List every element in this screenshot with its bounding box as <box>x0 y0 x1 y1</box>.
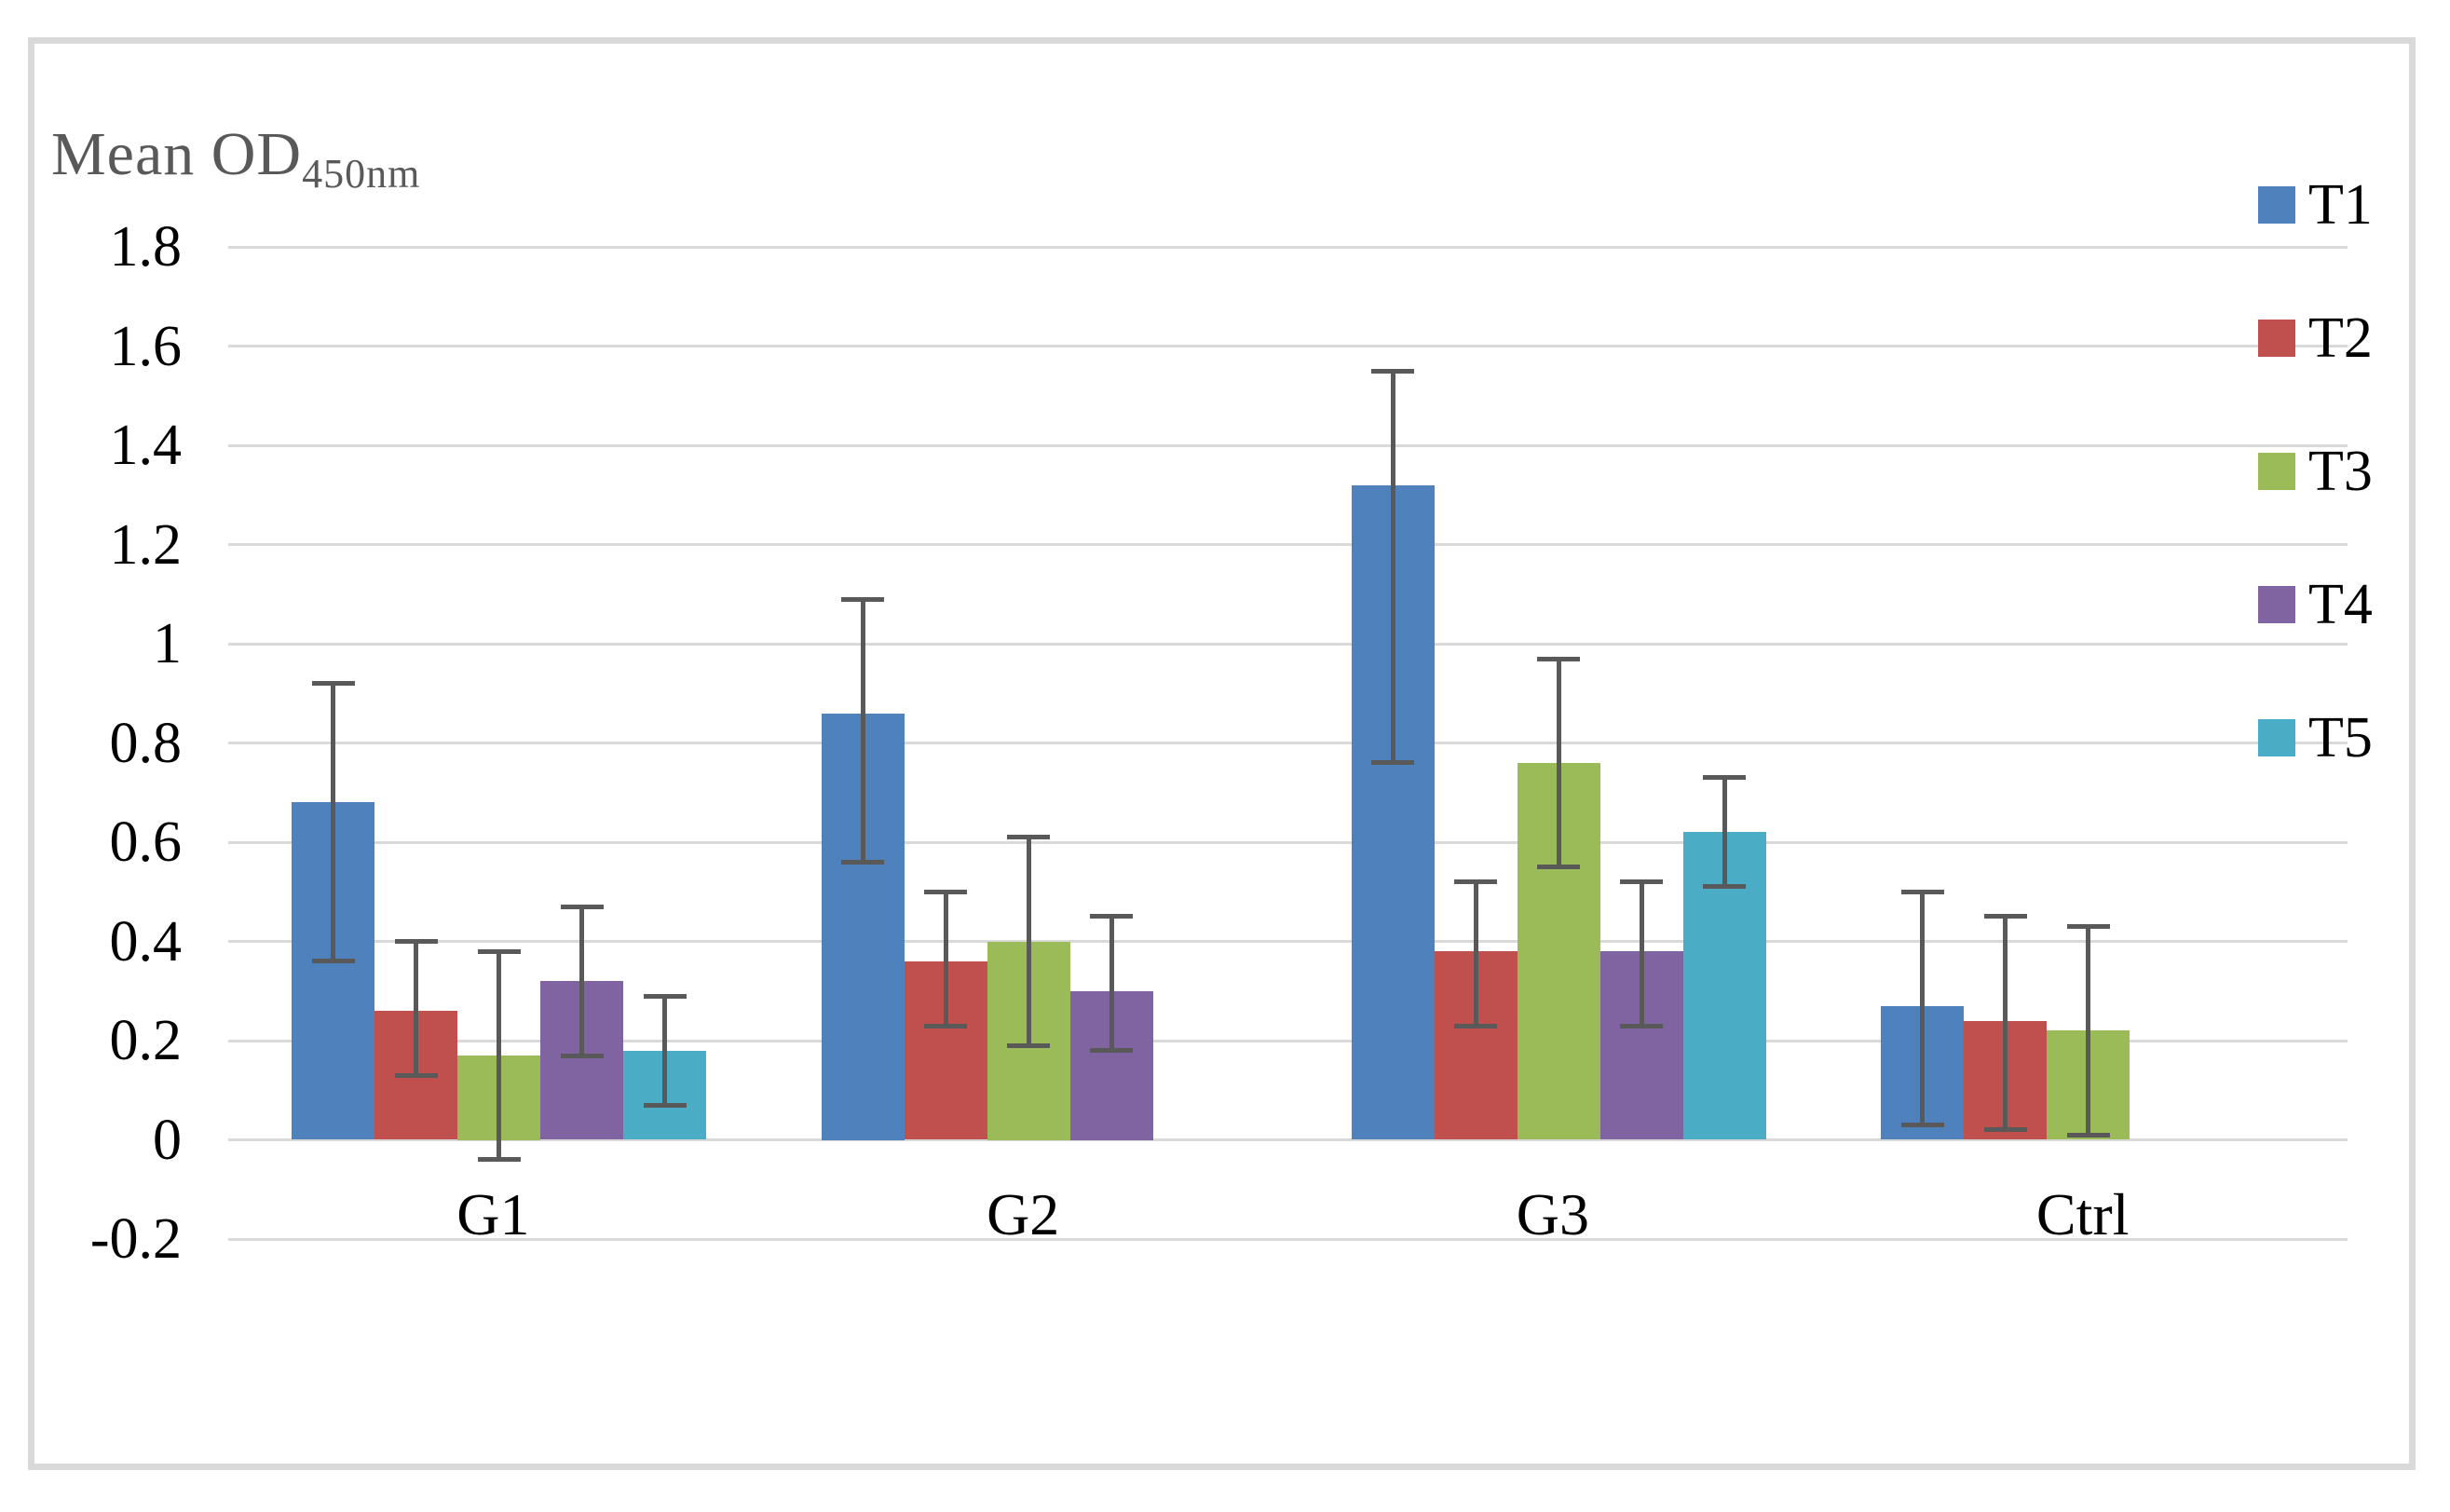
gridline <box>228 642 2348 646</box>
title-text: Mean OD <box>51 120 303 188</box>
y-tick-label: 0.8 <box>109 711 183 775</box>
error-bar-line <box>497 951 501 1160</box>
error-bar-cap-bottom <box>477 1157 521 1163</box>
error-bar-cap-top <box>841 596 885 602</box>
error-bar-cap-bottom <box>560 1053 604 1058</box>
y-tick-label: 0.4 <box>109 909 183 974</box>
y-tick-label: 0.2 <box>109 1009 183 1072</box>
error-bar-cap-top <box>1454 879 1497 885</box>
gridline <box>228 1039 2348 1042</box>
chart-title: Mean OD450nm <box>51 119 420 198</box>
x-category-label-G3: G3 <box>1516 1181 1589 1247</box>
error-bar-line <box>2003 916 2008 1130</box>
error-bar-cap-top <box>477 948 521 954</box>
error-bar-cap-bottom <box>1620 1023 1663 1028</box>
error-bar-cap-bottom <box>1454 1023 1497 1028</box>
error-bar-cap-top <box>1703 775 1746 781</box>
y-tick-label: 1.6 <box>109 314 183 378</box>
chart-frame <box>28 37 2416 1470</box>
error-bar-cap-top <box>1620 879 1663 885</box>
y-tick-label: 1.4 <box>109 414 183 477</box>
y-tick-label: 1.8 <box>109 215 183 279</box>
gridline <box>228 245 2348 249</box>
legend-swatch-T3 <box>2258 453 2295 490</box>
y-tick-label: 0.6 <box>109 810 183 874</box>
error-bar-line <box>662 996 667 1106</box>
error-bar-line <box>860 599 865 863</box>
gridline <box>228 1237 2348 1241</box>
error-bar-cap-bottom <box>311 959 355 964</box>
error-bar-cap-top <box>1983 914 2027 919</box>
legend-swatch-T5 <box>2258 719 2295 756</box>
error-bar-cap-bottom <box>1900 1123 1944 1127</box>
error-bar-cap-top <box>924 889 968 894</box>
error-bar-line <box>1026 837 1031 1046</box>
error-bar-cap-bottom <box>1983 1127 2027 1133</box>
legend-label-T5: T5 <box>2308 706 2373 770</box>
legend-swatch-T2 <box>2258 320 2295 357</box>
legend-label-T2: T2 <box>2308 306 2373 370</box>
error-bar-cap-bottom <box>1090 1048 1134 1054</box>
y-tick-label: -0.2 <box>89 1207 182 1271</box>
error-bar-cap-bottom <box>1703 884 1746 890</box>
gridline <box>228 1138 2348 1141</box>
error-bar-cap-top <box>1900 889 1944 894</box>
y-tick-label: 1.2 <box>109 512 183 577</box>
gridline <box>228 742 2348 744</box>
y-tick-label: 0 <box>153 1108 182 1172</box>
y-tick-label: 1 <box>153 612 182 675</box>
error-bar-line <box>2086 926 2091 1136</box>
error-bar-line <box>331 683 335 961</box>
error-bar-cap-bottom <box>924 1023 968 1028</box>
gridline <box>228 940 2348 943</box>
error-bar-cap-bottom <box>1371 760 1414 766</box>
error-bar-cap-bottom <box>2066 1132 2110 1137</box>
error-bar-cap-bottom <box>394 1072 438 1078</box>
gridline <box>228 443 2348 447</box>
error-bar-line <box>1639 881 1644 1026</box>
legend-swatch-T1 <box>2258 186 2295 224</box>
error-bar-line <box>1390 371 1395 763</box>
error-bar-line <box>414 941 418 1076</box>
error-bar-cap-bottom <box>1007 1042 1051 1048</box>
error-bar-line <box>1722 777 1727 887</box>
error-bar-line <box>1473 881 1478 1026</box>
error-bar-line <box>943 892 948 1027</box>
title-subscript: 450nm <box>302 151 421 197</box>
legend-swatch-T4 <box>2258 586 2295 623</box>
error-bar-cap-top <box>2066 924 2110 929</box>
error-bar-cap-top <box>1007 835 1051 840</box>
error-bar-line <box>1556 659 1561 867</box>
error-bar-cap-top <box>1537 656 1580 661</box>
x-category-label-Ctrl: Ctrl <box>2035 1181 2130 1247</box>
error-bar-cap-bottom <box>841 859 885 865</box>
error-bar-cap-top <box>643 993 687 999</box>
error-bar-cap-top <box>1371 368 1414 374</box>
x-category-label-G1: G1 <box>456 1181 530 1247</box>
error-bar-cap-bottom <box>643 1102 687 1108</box>
legend-label-T1: T1 <box>2308 173 2373 237</box>
gridline <box>228 345 2348 347</box>
error-bar-cap-top <box>311 681 355 687</box>
gridline <box>228 543 2348 546</box>
error-bar-cap-top <box>394 939 438 944</box>
legend-label-T3: T3 <box>2308 440 2373 503</box>
gridline <box>228 840 2348 844</box>
error-bar-line <box>1109 916 1114 1051</box>
error-bar-line <box>1920 892 1926 1125</box>
error-bar-cap-top <box>560 904 604 909</box>
error-bar-line <box>579 906 584 1056</box>
error-bar-cap-bottom <box>1537 865 1580 870</box>
legend-label-T4: T4 <box>2308 573 2373 636</box>
error-bar-cap-top <box>1090 914 1134 919</box>
x-category-label-G2: G2 <box>987 1181 1060 1247</box>
